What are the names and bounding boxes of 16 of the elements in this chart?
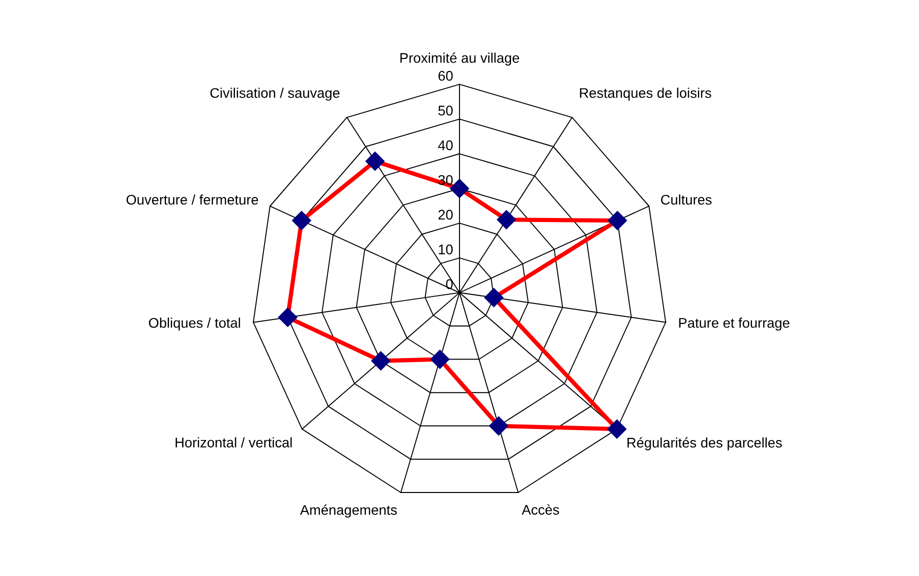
y-tick-label: 50 (438, 106, 453, 116)
y-tick-label: 60 (438, 70, 453, 81)
spoke-label: Pature et fourrage (679, 318, 790, 331)
spoke-label: Horizontal / vertical (176, 437, 292, 448)
spoke-label: Proximité au village (400, 52, 520, 66)
spoke-label: Ouverture / fermeture (126, 194, 258, 205)
spoke-label: Accès (522, 504, 560, 515)
spoke-label: Régularités des parcelles (628, 437, 782, 450)
y-tick-label: 40 (438, 140, 453, 150)
spoke-label: Aménagements (300, 504, 397, 518)
spoke-label: Restanques de loisirs (580, 88, 712, 101)
spoke-label: Obliques / total (148, 318, 240, 331)
spoke-label: Civilisation / sauvage (210, 88, 340, 101)
spoke-label: Cultures (661, 194, 712, 205)
y-tick-label: 10 (438, 244, 453, 254)
y-tick-label: 20 (438, 210, 453, 220)
